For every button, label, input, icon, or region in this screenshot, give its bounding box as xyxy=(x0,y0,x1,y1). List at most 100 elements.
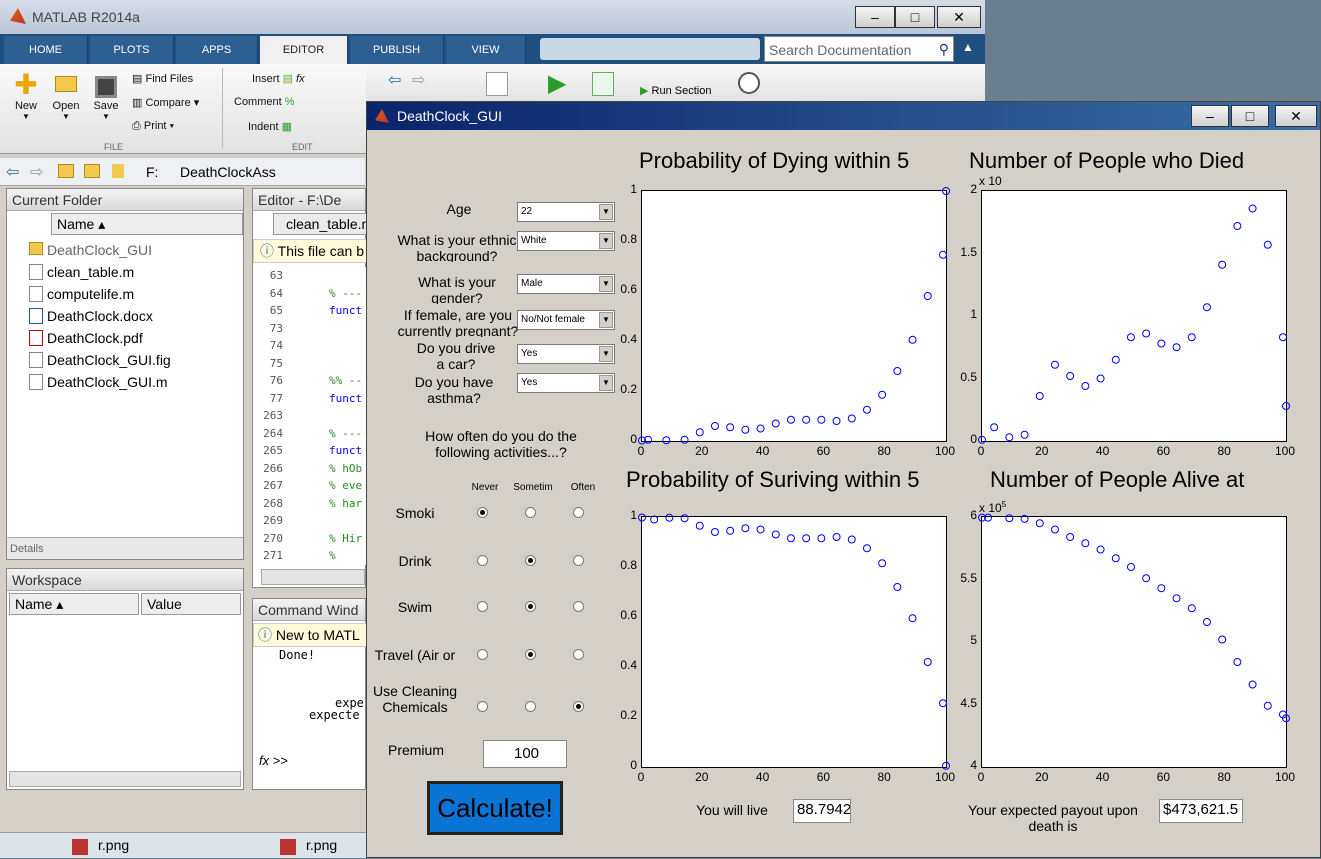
tab-apps[interactable]: APPS xyxy=(176,36,258,64)
tab-publish[interactable]: PUBLISH xyxy=(350,36,444,64)
activity-label: Drink xyxy=(398,553,432,569)
run-icon[interactable]: ▶ xyxy=(548,70,567,97)
file-item[interactable]: DeathClock_GUI.fig xyxy=(27,349,171,371)
data-point xyxy=(923,658,932,666)
indent-button[interactable]: Indent ▦ xyxy=(248,120,292,133)
minimize-button[interactable]: – xyxy=(855,6,895,28)
taskbar-item-label: r.png xyxy=(98,837,130,853)
calculate-button[interactable]: Calculate! xyxy=(427,781,563,835)
code-text: % hOb xyxy=(329,461,363,475)
x-tick-label: 100 xyxy=(1275,444,1296,458)
pregnant-select[interactable]: No/Not female ▼ xyxy=(517,310,615,330)
open-button[interactable]: Open ▼ xyxy=(50,70,82,121)
file-item[interactable]: DeathClock.docx xyxy=(27,305,153,327)
comment-button[interactable]: Comment % xyxy=(234,96,295,108)
tab-home[interactable]: HOME xyxy=(4,36,88,64)
y-tick-label: 4 xyxy=(970,758,977,772)
close-button[interactable]: ✕ xyxy=(937,6,981,28)
file-item[interactable]: DeathClock.pdf xyxy=(27,327,143,349)
forward-arrow-icon[interactable]: ⇨ xyxy=(412,72,426,89)
activity-radio[interactable] xyxy=(525,649,536,660)
file-item[interactable]: DeathClock_GUI.m xyxy=(27,371,168,393)
tab-plots[interactable]: PLOTS xyxy=(90,36,174,64)
compare-button[interactable]: ▥ Compare ▾ xyxy=(132,97,200,109)
y-tick-label: 0.8 xyxy=(620,232,637,246)
save-button[interactable]: Save ▼ xyxy=(90,70,122,121)
search-documentation-field[interactable]: Search Documentation ⚲ xyxy=(764,36,954,62)
premium-input[interactable]: 100 xyxy=(483,740,567,768)
command-output[interactable]: Done! expe expecte xyxy=(279,649,367,721)
activity-radio[interactable] xyxy=(573,555,584,566)
print-button[interactable]: ⎙ Print ▾ xyxy=(132,120,175,132)
activity-radio[interactable] xyxy=(477,507,488,518)
activity-radio[interactable] xyxy=(573,701,584,712)
command-prompt[interactable]: fx >> xyxy=(259,753,288,768)
run-and-time-icon[interactable] xyxy=(738,72,760,94)
activity-radio[interactable] xyxy=(573,649,584,660)
gender-select[interactable]: Male ▼ xyxy=(517,274,615,294)
activity-radio[interactable] xyxy=(477,649,488,660)
data-point xyxy=(1111,355,1120,364)
activity-radio[interactable] xyxy=(525,555,536,566)
activity-radio[interactable] xyxy=(525,601,536,612)
run-section-button[interactable]: ▶ Run Section xyxy=(640,84,711,97)
data-point xyxy=(1005,433,1014,442)
x-tick-label: 20 xyxy=(695,444,709,458)
find-files-button[interactable]: ▤ Find Files xyxy=(132,72,193,85)
ethnic-select[interactable]: White ▼ xyxy=(517,231,615,251)
car-select[interactable]: Yes ▼ xyxy=(517,344,615,364)
details-bar[interactable]: Details xyxy=(7,537,243,559)
new-button[interactable]: ✚ New ▼ xyxy=(10,70,42,122)
activity-radio[interactable] xyxy=(573,601,584,612)
line-number: 268 xyxy=(263,496,283,510)
editor-file-tab[interactable]: clean_table.m xyxy=(273,213,373,235)
taskbar-item[interactable]: r.png xyxy=(64,837,244,859)
workspace-value-column[interactable]: Value xyxy=(141,593,241,615)
car-value: Yes xyxy=(521,348,538,359)
back-arrow-icon[interactable]: ⇦ xyxy=(6,164,20,181)
folder-name-column[interactable]: Name ▴ xyxy=(51,213,243,235)
file-item[interactable]: computelife.m xyxy=(27,283,134,305)
line-number: 267 xyxy=(263,479,283,492)
activity-radio[interactable] xyxy=(477,555,488,566)
workspace-name-column[interactable]: Name ▴ xyxy=(9,593,139,615)
horizontal-scrollbar[interactable] xyxy=(9,771,241,787)
x-tick-label: 0 xyxy=(637,770,645,784)
tab-editor[interactable]: EDITOR xyxy=(260,36,348,64)
activity-radio[interactable] xyxy=(477,701,488,712)
asthma-select[interactable]: Yes ▼ xyxy=(517,373,615,393)
quick-access-toolbar[interactable] xyxy=(540,38,760,60)
run-advance-icon[interactable] xyxy=(592,72,614,96)
activity-label: Smoki xyxy=(395,505,435,521)
browse-folder-icon[interactable] xyxy=(84,164,100,178)
x-tick-label: 80 xyxy=(1217,444,1231,458)
activity-radio[interactable] xyxy=(525,507,536,518)
activity-radio[interactable] xyxy=(525,701,536,712)
y-tick-label: 6 xyxy=(970,508,977,522)
path-folder[interactable]: DeathClockAss xyxy=(180,164,276,180)
collapse-ribbon-icon[interactable]: ▲ xyxy=(962,40,974,54)
ribbon-tabs: HOME PLOTS APPS EDITOR PUBLISH VIEW Sear… xyxy=(0,34,985,64)
file-item[interactable]: clean_table.m xyxy=(27,261,134,283)
editor-code-area[interactable]: 63 64 % --- 65 funct 73 74 75 76 %% -- 77 funct 263 2… xyxy=(253,267,367,565)
back-arrow-icon[interactable]: ⇦ xyxy=(388,72,402,89)
folder-up-icon[interactable] xyxy=(58,164,74,178)
gui-maximize-button[interactable]: □ xyxy=(1231,105,1269,127)
editor-horizontal-scrollbar[interactable] xyxy=(261,569,365,585)
breakpoints-icon[interactable] xyxy=(486,72,508,96)
maximize-button[interactable]: □ xyxy=(895,6,935,28)
taskbar-item[interactable]: r.png xyxy=(272,837,452,859)
premium-value: 100 xyxy=(513,745,540,762)
insert-button[interactable]: Insert ▤ fx xyxy=(252,72,305,85)
path-drive[interactable]: F: xyxy=(146,164,159,180)
file-item[interactable]: DeathClock_GUI xyxy=(27,239,152,261)
forward-arrow-icon[interactable]: ⇨ xyxy=(30,164,44,181)
gui-close-button[interactable]: ✕ xyxy=(1275,105,1317,127)
activity-radio[interactable] xyxy=(477,601,488,612)
line-number: 64 xyxy=(269,286,283,300)
tab-view[interactable]: VIEW xyxy=(446,36,526,64)
gui-minimize-button[interactable]: – xyxy=(1191,105,1229,127)
activity-radio[interactable] xyxy=(573,507,584,518)
compare-icon: ▥ xyxy=(132,97,143,109)
age-select[interactable]: 22 ▼ xyxy=(517,202,615,222)
